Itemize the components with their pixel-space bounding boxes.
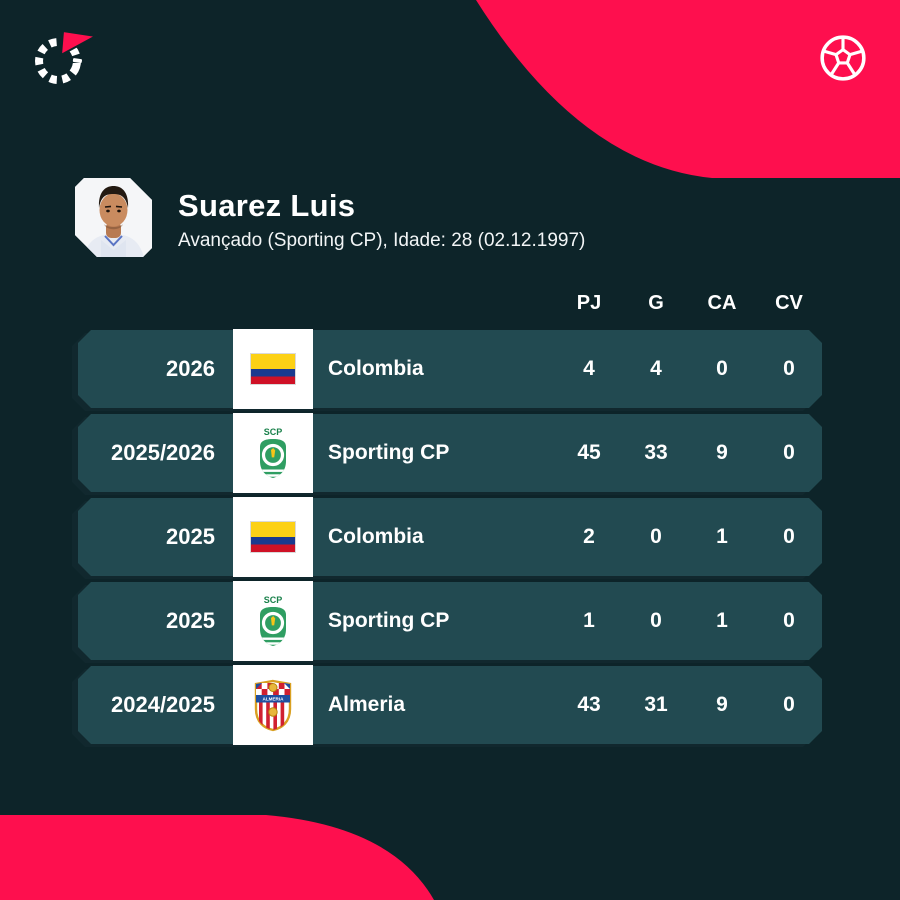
stat-pj: 2 <box>583 525 595 548</box>
row-background <box>78 330 822 408</box>
row-background <box>78 582 822 660</box>
team-name: Almeria <box>328 693 406 716</box>
stat-g: 4 <box>650 357 662 380</box>
team-name: Sporting CP <box>328 441 450 464</box>
table-row: 2025/2026 SCP Sporting CP 45 33 9 0 <box>72 413 822 495</box>
team-logo-cell <box>233 497 313 577</box>
stat-cv: 0 <box>783 357 795 380</box>
team-name: Colombia <box>328 525 424 548</box>
table-row: 2024/2025 <box>72 665 822 747</box>
stat-pj: 43 <box>577 693 601 716</box>
season-label: 2025 <box>166 608 215 633</box>
team-logo-cell <box>233 329 313 409</box>
team-name: Colombia <box>328 357 424 380</box>
stat-g: 33 <box>644 441 668 464</box>
column-header-ca: CA <box>707 291 737 314</box>
team-logo-cell: ALMERIA <box>233 665 313 745</box>
row-background <box>78 414 822 492</box>
stat-cv: 0 <box>783 525 795 548</box>
stat-ca: 1 <box>716 525 728 548</box>
stat-g: 31 <box>644 693 668 716</box>
row-background <box>78 498 822 576</box>
svg-text:SCP: SCP <box>264 595 283 605</box>
stat-cv: 0 <box>783 693 795 716</box>
stat-g: 0 <box>650 525 662 548</box>
stat-pj: 45 <box>577 441 601 464</box>
table-row: 2025 SCP Sporting CP 1 0 1 0 <box>72 581 822 663</box>
page-title-player-name: Suarez Luis <box>178 188 356 223</box>
team-logo-cell: SCP <box>233 413 313 493</box>
season-label: 2024/2025 <box>111 692 215 717</box>
stat-cv: 0 <box>783 609 795 632</box>
top-right-pink-shape <box>476 0 900 178</box>
column-header-g: G <box>648 291 664 314</box>
svg-text:SCP: SCP <box>264 427 283 437</box>
table-row: 2025 Colombia 2 0 1 0 <box>72 497 822 579</box>
sporting-cp-crest-icon: SCP <box>260 427 286 478</box>
player-avatar-image <box>75 178 152 257</box>
stat-ca: 9 <box>716 441 728 464</box>
colombia-flag-icon <box>250 353 296 385</box>
stat-ca: 1 <box>716 609 728 632</box>
table-row: 2026 Colombia 4 4 0 0 <box>72 329 822 411</box>
column-header-pj: PJ <box>576 291 602 314</box>
svg-text:ALMERIA: ALMERIA <box>263 696 285 701</box>
player-photo <box>75 178 152 257</box>
season-label: 2025/2026 <box>111 440 215 465</box>
season-label: 2026 <box>166 356 215 381</box>
stat-ca: 9 <box>716 693 728 716</box>
season-stats-table: 2026 Colombia 4 4 0 0 2025/2026 SCP <box>72 329 822 750</box>
column-header-cv: CV <box>775 291 803 314</box>
stat-g: 0 <box>650 609 662 632</box>
stat-cv: 0 <box>783 441 795 464</box>
bottom-left-pink-shape <box>0 815 434 900</box>
team-name: Sporting CP <box>328 609 450 632</box>
soccer-ball-icon <box>820 35 866 81</box>
almeria-crest-icon: ALMERIA <box>254 679 292 731</box>
colombia-flag-icon <box>250 521 296 553</box>
season-label: 2025 <box>166 524 215 549</box>
stat-ca: 0 <box>716 357 728 380</box>
row-background <box>78 666 822 744</box>
stat-pj: 4 <box>583 357 595 380</box>
flashscore-logo-icon <box>35 30 100 84</box>
sporting-cp-crest-icon: SCP <box>260 595 286 646</box>
team-logo-cell: SCP <box>233 581 313 661</box>
player-position-age: Avançado (Sporting CP), Idade: 28 (02.12… <box>178 230 586 251</box>
stat-pj: 1 <box>583 609 595 632</box>
